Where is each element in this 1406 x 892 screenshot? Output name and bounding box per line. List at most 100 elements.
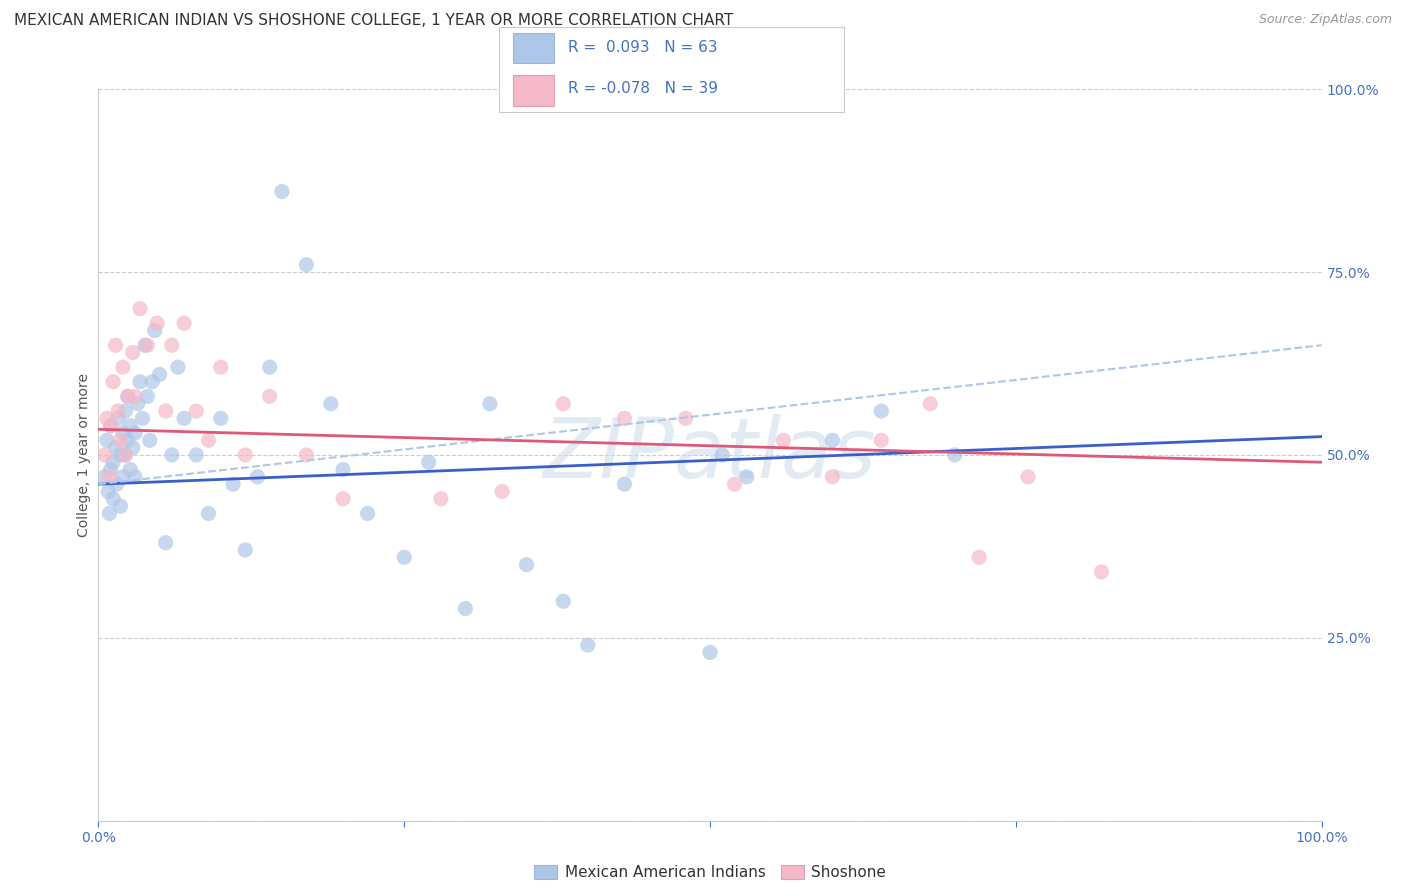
Point	[821, 434, 844, 448]
Point	[197, 507, 219, 521]
Point	[111, 360, 134, 375]
Point	[454, 601, 477, 615]
Point	[117, 389, 139, 403]
Point	[101, 375, 124, 389]
Point	[129, 301, 152, 316]
Point	[114, 448, 136, 462]
Legend: Mexican American Indians, Shoshone: Mexican American Indians, Shoshone	[527, 859, 893, 886]
Y-axis label: College, 1 year or more: College, 1 year or more	[77, 373, 91, 537]
Point	[96, 434, 118, 448]
Point	[943, 448, 966, 462]
Point	[160, 338, 183, 352]
Point	[101, 491, 124, 506]
Point	[93, 470, 115, 484]
Point	[723, 477, 745, 491]
Point	[98, 470, 121, 484]
Point	[167, 360, 190, 375]
Point	[155, 404, 177, 418]
Point	[259, 360, 281, 375]
Point	[515, 558, 537, 572]
Point	[209, 360, 232, 375]
FancyBboxPatch shape	[513, 33, 554, 63]
Point	[120, 418, 142, 433]
Point	[478, 397, 501, 411]
Text: R =  0.093   N = 63: R = 0.093 N = 63	[568, 40, 717, 55]
Point	[114, 404, 136, 418]
Point	[134, 338, 156, 352]
Point	[120, 462, 142, 476]
Point	[110, 499, 132, 513]
Point	[124, 389, 146, 403]
Point	[117, 434, 139, 448]
Point	[319, 397, 342, 411]
Point	[821, 470, 844, 484]
Point	[96, 411, 118, 425]
Point	[100, 418, 122, 433]
Point	[1017, 470, 1039, 484]
Point	[131, 411, 153, 425]
Point	[121, 441, 143, 455]
Point	[111, 425, 134, 440]
Point	[186, 448, 208, 462]
Point	[675, 411, 697, 425]
Point	[110, 434, 132, 448]
Text: ZIPatlas: ZIPatlas	[543, 415, 877, 495]
Point	[735, 470, 758, 484]
Point	[136, 389, 159, 403]
Point	[127, 397, 149, 411]
Point	[295, 448, 318, 462]
Point	[173, 316, 195, 330]
Point	[772, 434, 794, 448]
Point	[100, 462, 122, 476]
Point	[136, 338, 159, 352]
Point	[124, 425, 146, 440]
Point	[110, 448, 132, 462]
Point	[553, 594, 575, 608]
Point	[209, 411, 232, 425]
Point	[160, 448, 183, 462]
Point	[920, 397, 942, 411]
Point	[613, 477, 636, 491]
Point	[146, 316, 169, 330]
Point	[491, 484, 513, 499]
Point	[141, 375, 163, 389]
Point	[259, 389, 281, 403]
Point	[967, 550, 990, 565]
Point	[332, 491, 354, 506]
Point	[295, 258, 318, 272]
Point	[197, 434, 219, 448]
Point	[124, 470, 146, 484]
Point	[100, 418, 122, 433]
Point	[233, 543, 256, 558]
Point	[149, 368, 172, 382]
Point	[117, 389, 139, 403]
FancyBboxPatch shape	[513, 75, 554, 105]
Point	[104, 338, 127, 352]
Point	[576, 638, 599, 652]
Point	[93, 448, 115, 462]
Point	[111, 470, 134, 484]
Point	[155, 535, 177, 549]
Point	[107, 411, 129, 425]
Point	[418, 455, 440, 469]
Point	[1090, 565, 1112, 579]
Point	[104, 441, 127, 455]
Point	[114, 448, 136, 462]
Point	[870, 404, 893, 418]
Point	[332, 462, 354, 476]
Point	[98, 507, 121, 521]
Point	[105, 477, 128, 491]
Point	[699, 645, 721, 659]
Point	[356, 507, 378, 521]
Point	[711, 448, 734, 462]
Point	[613, 411, 636, 425]
Point	[129, 375, 152, 389]
Point	[121, 345, 143, 359]
Point	[553, 397, 575, 411]
Point	[270, 185, 294, 199]
Text: Source: ZipAtlas.com: Source: ZipAtlas.com	[1258, 13, 1392, 27]
Point	[246, 470, 269, 484]
Point	[233, 448, 256, 462]
Point	[139, 434, 162, 448]
Point	[97, 484, 120, 499]
